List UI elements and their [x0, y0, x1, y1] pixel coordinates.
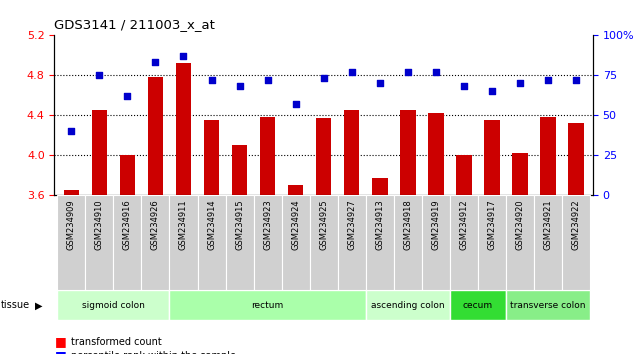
Bar: [57, 195, 85, 290]
Point: [235, 84, 245, 89]
Bar: [85, 195, 113, 290]
Text: GSM234924: GSM234924: [291, 199, 300, 250]
Point: [459, 84, 469, 89]
Bar: [316, 118, 331, 195]
Text: GSM234914: GSM234914: [207, 199, 216, 250]
Bar: [456, 155, 472, 195]
Bar: [57, 290, 169, 320]
Point: [347, 69, 357, 75]
Bar: [512, 153, 528, 195]
Bar: [63, 190, 79, 195]
Bar: [169, 290, 366, 320]
Bar: [534, 195, 562, 290]
Bar: [540, 117, 556, 195]
Text: GSM234919: GSM234919: [431, 199, 440, 250]
Point: [66, 128, 76, 134]
Text: GSM234923: GSM234923: [263, 199, 272, 250]
Text: GSM234911: GSM234911: [179, 199, 188, 250]
Bar: [478, 195, 506, 290]
Text: GSM234922: GSM234922: [572, 199, 581, 250]
Text: transformed count: transformed count: [71, 337, 162, 347]
Point: [178, 53, 188, 59]
Bar: [428, 113, 444, 195]
Point: [515, 80, 525, 86]
Text: GSM234921: GSM234921: [544, 199, 553, 250]
Text: rectum: rectum: [251, 301, 284, 310]
Bar: [142, 195, 169, 290]
Bar: [120, 155, 135, 195]
Bar: [569, 123, 584, 195]
Bar: [344, 110, 360, 195]
Bar: [113, 195, 142, 290]
Bar: [176, 63, 191, 195]
Text: sigmoid colon: sigmoid colon: [82, 301, 145, 310]
Bar: [394, 195, 422, 290]
Point: [263, 77, 273, 83]
Point: [431, 69, 441, 75]
Bar: [484, 120, 500, 195]
Bar: [506, 290, 590, 320]
Point: [206, 77, 217, 83]
Point: [543, 77, 553, 83]
Bar: [92, 110, 107, 195]
Bar: [450, 290, 506, 320]
Bar: [281, 195, 310, 290]
Bar: [169, 195, 197, 290]
Bar: [506, 195, 534, 290]
Point: [319, 75, 329, 81]
Bar: [366, 290, 450, 320]
Text: GSM234918: GSM234918: [403, 199, 412, 250]
Text: GSM234912: GSM234912: [460, 199, 469, 250]
Text: tissue: tissue: [1, 300, 29, 310]
Text: GSM234925: GSM234925: [319, 199, 328, 250]
Bar: [232, 145, 247, 195]
Text: ▶: ▶: [35, 300, 43, 310]
Bar: [197, 195, 226, 290]
Bar: [260, 117, 276, 195]
Bar: [288, 185, 303, 195]
Point: [94, 72, 104, 78]
Text: GSM234926: GSM234926: [151, 199, 160, 250]
Point: [290, 101, 301, 107]
Text: cecum: cecum: [463, 301, 493, 310]
Bar: [422, 195, 450, 290]
Point: [403, 69, 413, 75]
Bar: [372, 178, 388, 195]
Text: GSM234917: GSM234917: [487, 199, 497, 250]
Point: [122, 93, 133, 99]
Text: percentile rank within the sample: percentile rank within the sample: [71, 351, 235, 354]
Text: GDS3141 / 211003_x_at: GDS3141 / 211003_x_at: [54, 18, 215, 31]
Text: ascending colon: ascending colon: [371, 301, 445, 310]
Text: ■: ■: [54, 335, 66, 348]
Bar: [147, 77, 163, 195]
Text: GSM234910: GSM234910: [95, 199, 104, 250]
Point: [374, 80, 385, 86]
Bar: [338, 195, 366, 290]
Text: GSM234909: GSM234909: [67, 199, 76, 250]
Text: ■: ■: [54, 349, 66, 354]
Bar: [562, 195, 590, 290]
Bar: [366, 195, 394, 290]
Bar: [254, 195, 281, 290]
Bar: [310, 195, 338, 290]
Point: [150, 59, 160, 65]
Bar: [450, 195, 478, 290]
Text: transverse colon: transverse colon: [510, 301, 586, 310]
Point: [571, 77, 581, 83]
Point: [487, 88, 497, 94]
Text: GSM234920: GSM234920: [515, 199, 524, 250]
Text: GSM234915: GSM234915: [235, 199, 244, 250]
Text: GSM234927: GSM234927: [347, 199, 356, 250]
Bar: [226, 195, 254, 290]
Text: GSM234913: GSM234913: [375, 199, 385, 250]
Text: GSM234916: GSM234916: [123, 199, 132, 250]
Bar: [204, 120, 219, 195]
Bar: [400, 110, 415, 195]
